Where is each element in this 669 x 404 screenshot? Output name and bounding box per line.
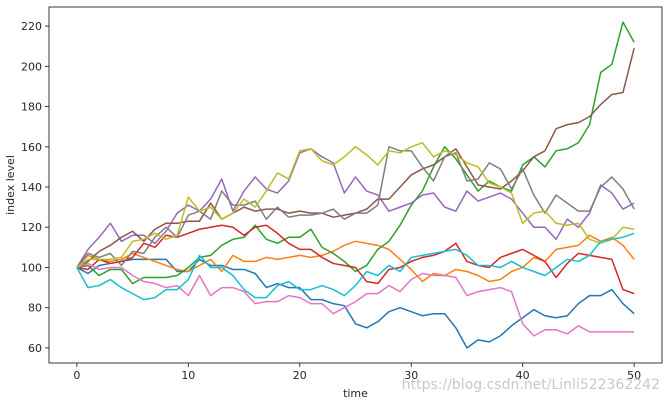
y-tick-label: 80 bbox=[28, 302, 42, 315]
series-line-0 bbox=[76, 258, 635, 349]
y-tick-label: 100 bbox=[21, 261, 42, 274]
series-line-3 bbox=[76, 224, 635, 295]
x-axis-label: time bbox=[343, 387, 368, 400]
x-tick-label: 40 bbox=[516, 369, 530, 382]
y-tick-label: 220 bbox=[21, 20, 42, 33]
series-line-4 bbox=[76, 148, 635, 268]
y-tick-label: 140 bbox=[21, 181, 42, 194]
y-tick-label: 60 bbox=[28, 342, 42, 355]
y-tick-label: 200 bbox=[21, 60, 42, 73]
series-line-6 bbox=[76, 262, 635, 337]
y-tick-label: 180 bbox=[21, 101, 42, 114]
x-tick-label: 50 bbox=[627, 369, 641, 382]
series-line-8 bbox=[76, 142, 635, 269]
plot-frame bbox=[48, 6, 663, 364]
x-tick-label: 0 bbox=[73, 369, 80, 382]
y-axis-label: index level bbox=[4, 155, 17, 215]
series-line-9 bbox=[76, 232, 635, 301]
series-line-2 bbox=[76, 21, 635, 285]
y-tick-label: 120 bbox=[21, 221, 42, 234]
x-tick-label: 20 bbox=[293, 369, 307, 382]
x-tick-label: 10 bbox=[181, 369, 195, 382]
watermark: https://blog.csdn.net/Linli522362242 bbox=[402, 377, 660, 393]
series-layer bbox=[76, 21, 635, 349]
y-tick-label: 160 bbox=[21, 141, 42, 154]
x-axis: 0 10 20 30 40 50 bbox=[73, 363, 641, 382]
x-tick-label: 30 bbox=[404, 369, 418, 382]
series-line-7 bbox=[76, 146, 635, 268]
y-axis: 60 80 100 120 140 160 180 200 220 bbox=[21, 20, 49, 355]
